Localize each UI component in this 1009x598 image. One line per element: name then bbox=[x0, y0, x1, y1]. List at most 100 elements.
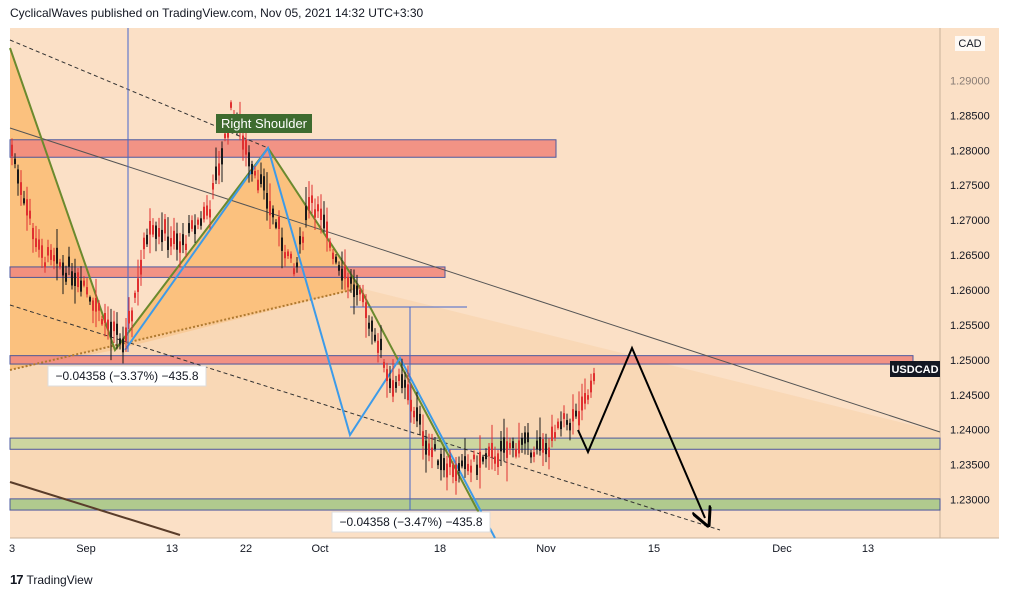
candle-body bbox=[290, 253, 292, 259]
price-tick-label: 1.25000 bbox=[950, 355, 990, 367]
candle-body bbox=[359, 289, 361, 295]
candle-body bbox=[479, 451, 481, 468]
candle-body bbox=[431, 447, 433, 458]
time-tick-label: Sep bbox=[76, 543, 96, 555]
candle-body bbox=[455, 464, 457, 481]
channel-shading-lower bbox=[10, 288, 940, 510]
candle-body bbox=[428, 443, 430, 456]
candle-body bbox=[251, 164, 253, 175]
symbol-badge: USDCAD bbox=[891, 364, 938, 376]
price-tick-label: 1.29000 bbox=[950, 75, 990, 87]
candle-body bbox=[305, 206, 307, 221]
candle-body bbox=[173, 230, 175, 244]
candle-body bbox=[176, 233, 178, 250]
candle-body bbox=[407, 384, 409, 401]
candle-body bbox=[578, 411, 580, 426]
candle-body bbox=[416, 407, 418, 422]
time-tick-label: 13 bbox=[862, 543, 874, 555]
publisher-header: CyclicalWaves published on TradingView.c… bbox=[10, 6, 424, 20]
candle-body bbox=[26, 199, 28, 216]
candle-body bbox=[134, 292, 136, 298]
candle-body bbox=[80, 280, 82, 292]
price-tick-label: 1.27000 bbox=[950, 215, 990, 227]
candle-body bbox=[59, 262, 61, 267]
candle-body bbox=[116, 323, 118, 335]
candle-body bbox=[515, 449, 517, 457]
candle-body bbox=[146, 234, 148, 245]
candle-body bbox=[443, 458, 445, 471]
candle-body bbox=[89, 297, 91, 302]
candle-body bbox=[350, 276, 352, 284]
candle-body bbox=[38, 239, 40, 250]
right-shoulder-label-bg bbox=[216, 114, 312, 133]
candle-body bbox=[104, 312, 106, 323]
time-tick-label: Nov bbox=[536, 543, 556, 555]
candle-body bbox=[167, 236, 169, 250]
candle-body bbox=[584, 393, 586, 404]
candle-body bbox=[50, 249, 52, 260]
candle-body bbox=[413, 410, 415, 418]
candle-body bbox=[338, 265, 340, 271]
candle-body bbox=[161, 229, 163, 243]
candle-body bbox=[545, 443, 547, 455]
candles-layer bbox=[11, 100, 595, 495]
candle-body bbox=[452, 464, 454, 478]
candle-body bbox=[101, 319, 103, 325]
zone-resistance-1.2500 bbox=[9, 355, 914, 365]
candle-body bbox=[530, 452, 532, 458]
triangle-shading-right bbox=[115, 148, 360, 350]
candle-body bbox=[65, 272, 67, 282]
candle-body bbox=[590, 380, 592, 393]
candle-body bbox=[107, 319, 109, 330]
candle-body bbox=[593, 373, 595, 382]
time-tick-label: 18 bbox=[434, 543, 446, 555]
candle-body bbox=[497, 453, 499, 468]
currency-label: CAD bbox=[958, 38, 981, 50]
candle-body bbox=[206, 205, 208, 216]
candle-body bbox=[149, 221, 151, 235]
candle-body bbox=[287, 251, 289, 257]
candle-body bbox=[329, 241, 331, 248]
candle-body bbox=[185, 243, 187, 251]
time-axis[interactable]: 3 Sep 13 22 Oct 18 Nov 15 Dec 13 bbox=[9, 543, 874, 555]
candle-body bbox=[200, 218, 202, 226]
price-tick-label: 1.28500 bbox=[950, 110, 990, 122]
candle-body bbox=[56, 247, 58, 264]
candle-body bbox=[182, 234, 184, 246]
price-axis-background bbox=[940, 28, 999, 538]
candle-body bbox=[158, 228, 160, 237]
candle-body bbox=[41, 245, 43, 258]
measure-right-label: −0.04358 (−3.47%) −435.8 bbox=[339, 515, 482, 529]
candle-body bbox=[398, 374, 400, 381]
symbol-badge-bg bbox=[890, 361, 940, 377]
candle-body bbox=[587, 395, 589, 400]
candle-body bbox=[488, 446, 490, 457]
candle-body bbox=[395, 382, 397, 388]
candle-body bbox=[164, 219, 166, 234]
candle-body bbox=[17, 169, 19, 184]
candle-body bbox=[461, 460, 463, 467]
candle-body bbox=[11, 144, 13, 157]
zone-resistance-1.2800 bbox=[9, 139, 557, 158]
candle-body bbox=[392, 380, 394, 397]
candle-body bbox=[365, 302, 367, 319]
forecast-path bbox=[577, 345, 705, 518]
candle-body bbox=[122, 338, 124, 353]
candle-body bbox=[35, 238, 37, 248]
candle-body bbox=[335, 256, 337, 263]
candle-body bbox=[95, 298, 97, 312]
candle-body bbox=[110, 321, 112, 338]
candle-body bbox=[503, 437, 505, 453]
price-tick-label: 1.23500 bbox=[950, 460, 990, 472]
candle-body bbox=[482, 456, 484, 462]
candle-body bbox=[302, 236, 304, 243]
candle-body bbox=[311, 195, 313, 203]
price-tick-label: 1.25500 bbox=[950, 320, 990, 332]
wave-projection-blue bbox=[124, 145, 496, 539]
price-axis[interactable]: 1.29000 1.28500 1.28000 1.27500 1.27000 1.265… bbox=[950, 75, 990, 506]
candle-body bbox=[323, 214, 325, 229]
candle-body bbox=[212, 183, 214, 190]
time-tick-label: 15 bbox=[648, 543, 660, 555]
candle-body bbox=[248, 152, 250, 167]
